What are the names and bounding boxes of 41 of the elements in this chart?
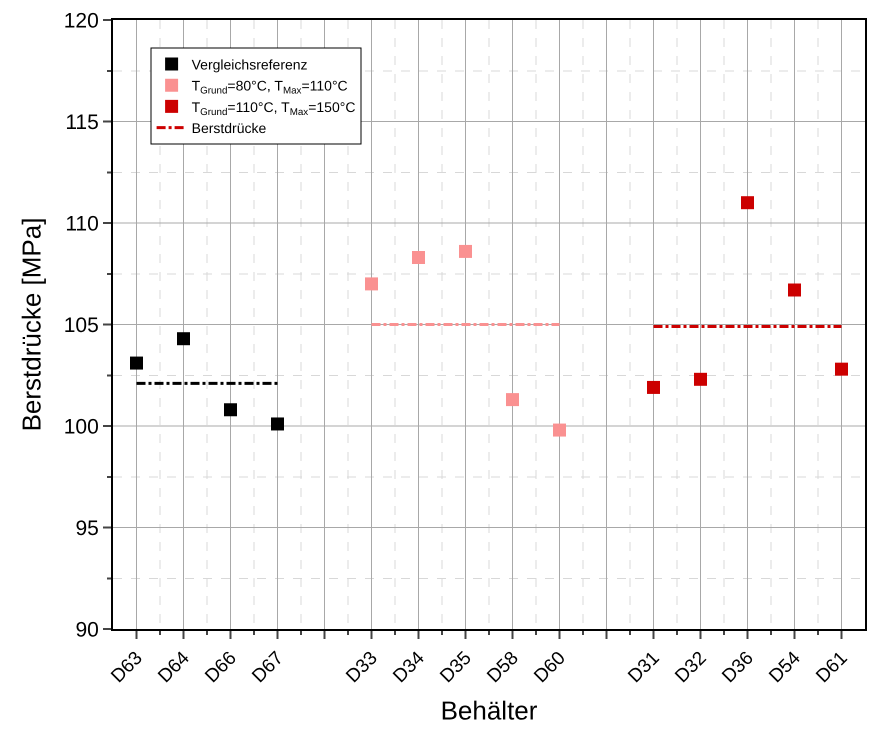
point [741, 196, 754, 210]
x-tick-label: D35 [436, 648, 476, 688]
x-tick-label: D54 [765, 647, 806, 688]
y-tick-label: 95 [75, 516, 99, 540]
point [553, 424, 566, 437]
legend-label: Vergleichsreferenz [192, 56, 308, 72]
y-tick-label: 105 [64, 314, 99, 337]
point [694, 372, 707, 386]
y-tick-label: 115 [65, 110, 99, 134]
point [412, 251, 425, 264]
y-axis-title: Berstdrücke [MPa] [16, 218, 47, 432]
x-tick-label: D64 [154, 647, 194, 688]
legend-label: T$_{Grund}$=110°C, T$_{Max}$=150°C [192, 98, 356, 118]
point [788, 283, 801, 296]
point [177, 332, 190, 346]
y-tick-label: 120 [64, 9, 99, 32]
y-tick-label: 90 [75, 618, 99, 642]
point [506, 393, 519, 406]
x-tick-label: D61 [812, 648, 852, 688]
point [271, 417, 284, 430]
legend-label: Berstdrücke [192, 120, 267, 136]
point [130, 356, 143, 370]
x-tick-label: D58 [483, 648, 523, 688]
point [835, 362, 848, 376]
y-tick-label: 110 [65, 212, 99, 236]
point [365, 277, 378, 290]
x-tick-label: D63 [107, 648, 147, 688]
x-tick-label: D66 [201, 648, 241, 688]
x-tick-label: D36 [718, 648, 758, 688]
point [224, 403, 237, 416]
point [459, 244, 472, 258]
x-tick-label: D34 [389, 647, 430, 688]
x-tick-label: D60 [530, 648, 570, 688]
x-axis-title: Behälter [440, 695, 538, 726]
x-tick-label: D32 [671, 648, 711, 688]
y-tick-label: 100 [64, 415, 99, 438]
legend-label: T$_{Grund}$=80°C, T$_{Max}$=110°C [192, 78, 348, 97]
x-tick-label: D31 [624, 648, 664, 688]
point [647, 380, 660, 394]
x-tick-label: D67 [248, 648, 288, 688]
x-tick-label: D33 [342, 648, 382, 688]
